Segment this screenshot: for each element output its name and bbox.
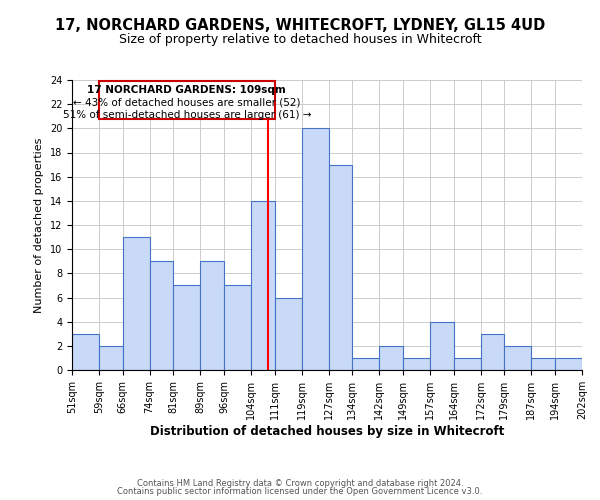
Text: 17, NORCHARD GARDENS, WHITECROFT, LYDNEY, GL15 4UD: 17, NORCHARD GARDENS, WHITECROFT, LYDNEY… bbox=[55, 18, 545, 32]
Text: 17 NORCHARD GARDENS: 109sqm: 17 NORCHARD GARDENS: 109sqm bbox=[88, 85, 286, 95]
Bar bbox=[555, 358, 582, 370]
Bar bbox=[251, 201, 275, 370]
Bar bbox=[302, 128, 329, 370]
Bar bbox=[122, 237, 149, 370]
Bar bbox=[275, 298, 302, 370]
Text: 51% of semi-detached houses are larger (61) →: 51% of semi-detached houses are larger (… bbox=[62, 110, 311, 120]
Bar bbox=[481, 334, 505, 370]
X-axis label: Distribution of detached houses by size in Whitecroft: Distribution of detached houses by size … bbox=[150, 424, 504, 438]
Y-axis label: Number of detached properties: Number of detached properties bbox=[34, 138, 44, 312]
Text: Size of property relative to detached houses in Whitecroft: Size of property relative to detached ho… bbox=[119, 32, 481, 46]
Bar bbox=[99, 346, 122, 370]
Bar bbox=[200, 261, 224, 370]
Bar bbox=[99, 81, 275, 118]
Bar bbox=[149, 261, 173, 370]
Bar bbox=[329, 164, 352, 370]
Bar bbox=[352, 358, 379, 370]
Bar bbox=[532, 358, 555, 370]
Bar bbox=[430, 322, 454, 370]
Text: ← 43% of detached houses are smaller (52): ← 43% of detached houses are smaller (52… bbox=[73, 98, 301, 108]
Bar bbox=[379, 346, 403, 370]
Bar bbox=[173, 286, 200, 370]
Bar bbox=[72, 334, 99, 370]
Bar bbox=[403, 358, 430, 370]
Bar bbox=[224, 286, 251, 370]
Bar bbox=[505, 346, 532, 370]
Text: Contains HM Land Registry data © Crown copyright and database right 2024.: Contains HM Land Registry data © Crown c… bbox=[137, 478, 463, 488]
Bar bbox=[454, 358, 481, 370]
Text: Contains public sector information licensed under the Open Government Licence v3: Contains public sector information licen… bbox=[118, 487, 482, 496]
